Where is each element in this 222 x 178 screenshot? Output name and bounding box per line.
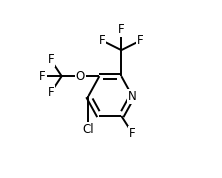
Text: F: F [48,86,54,99]
Text: F: F [137,34,144,47]
Text: O: O [75,70,85,83]
Text: F: F [39,70,46,83]
Text: Cl: Cl [83,123,94,136]
Text: F: F [118,23,125,36]
Text: F: F [129,127,136,140]
Text: F: F [48,53,54,66]
Text: F: F [99,34,105,47]
Text: N: N [128,90,137,103]
